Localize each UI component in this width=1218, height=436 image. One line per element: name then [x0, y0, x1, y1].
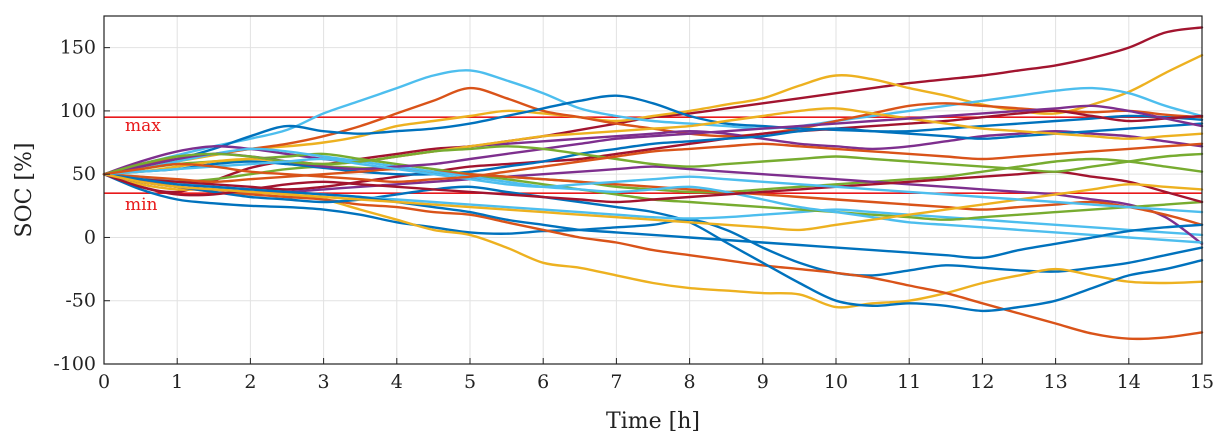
series-layer	[102, 26, 1204, 341]
x-tick-label: 11	[897, 371, 921, 393]
series-line-5	[102, 173, 1204, 277]
x-tick-labels: 0 1 2 3 4 5 6 7 8 9 10 11 12 13 14 15	[98, 358, 1214, 393]
x-tick-label: 6	[537, 371, 549, 393]
series-line-21	[102, 170, 1204, 204]
series-line-3	[102, 69, 1204, 176]
series-line-10	[102, 130, 1204, 176]
x-tick-label: 10	[824, 371, 848, 393]
ref-label-min: min	[125, 195, 158, 215]
x-tick-label: 14	[1117, 371, 1141, 393]
x-tick-label: 13	[1044, 371, 1068, 393]
y-axis-label: SOC [%]	[12, 142, 37, 237]
x-tick-label: 0	[98, 371, 110, 393]
y-tick-label: 0	[84, 226, 96, 248]
series-line-8	[102, 173, 1204, 341]
y-tick-label: 150	[60, 37, 96, 59]
x-axis-label: Time [h]	[606, 409, 700, 434]
y-tick-labels: -100 -50 0 50 100 150	[53, 37, 110, 375]
x-tick-label: 15	[1190, 371, 1214, 393]
series-line-22	[102, 173, 1204, 260]
series-line-24	[102, 173, 1204, 232]
series-line-13	[102, 109, 1204, 191]
series-line-25	[102, 157, 1204, 214]
x-tick-label: 9	[757, 371, 769, 393]
y-tick-label: 100	[60, 100, 96, 122]
series-line-19	[102, 147, 1204, 244]
series-line-18	[102, 167, 1204, 226]
series-line-14	[102, 122, 1204, 176]
plot-frame	[103, 15, 1203, 365]
y-tick-label: -100	[53, 353, 96, 375]
x-tick-label: 4	[391, 371, 403, 393]
series-line-6	[102, 94, 1204, 176]
series-line-26	[102, 142, 1204, 183]
x-tick-label: 12	[970, 371, 994, 393]
ref-label-max: max	[125, 116, 161, 136]
x-tick-label: 2	[244, 371, 256, 393]
y-tick-label: -50	[65, 290, 96, 312]
y-tick-label: 50	[72, 163, 96, 185]
x-tick-label: 3	[318, 371, 330, 393]
x-tick-label: 7	[610, 371, 622, 393]
x-tick-label: 5	[464, 371, 476, 393]
x-tick-label: 8	[684, 371, 696, 393]
series-line-9	[102, 173, 1204, 313]
x-tick-label: 1	[171, 371, 183, 393]
